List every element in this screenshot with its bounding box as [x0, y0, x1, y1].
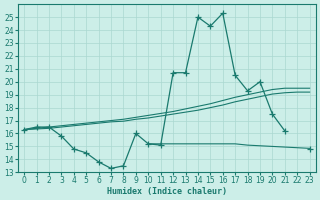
X-axis label: Humidex (Indice chaleur): Humidex (Indice chaleur)	[107, 187, 227, 196]
